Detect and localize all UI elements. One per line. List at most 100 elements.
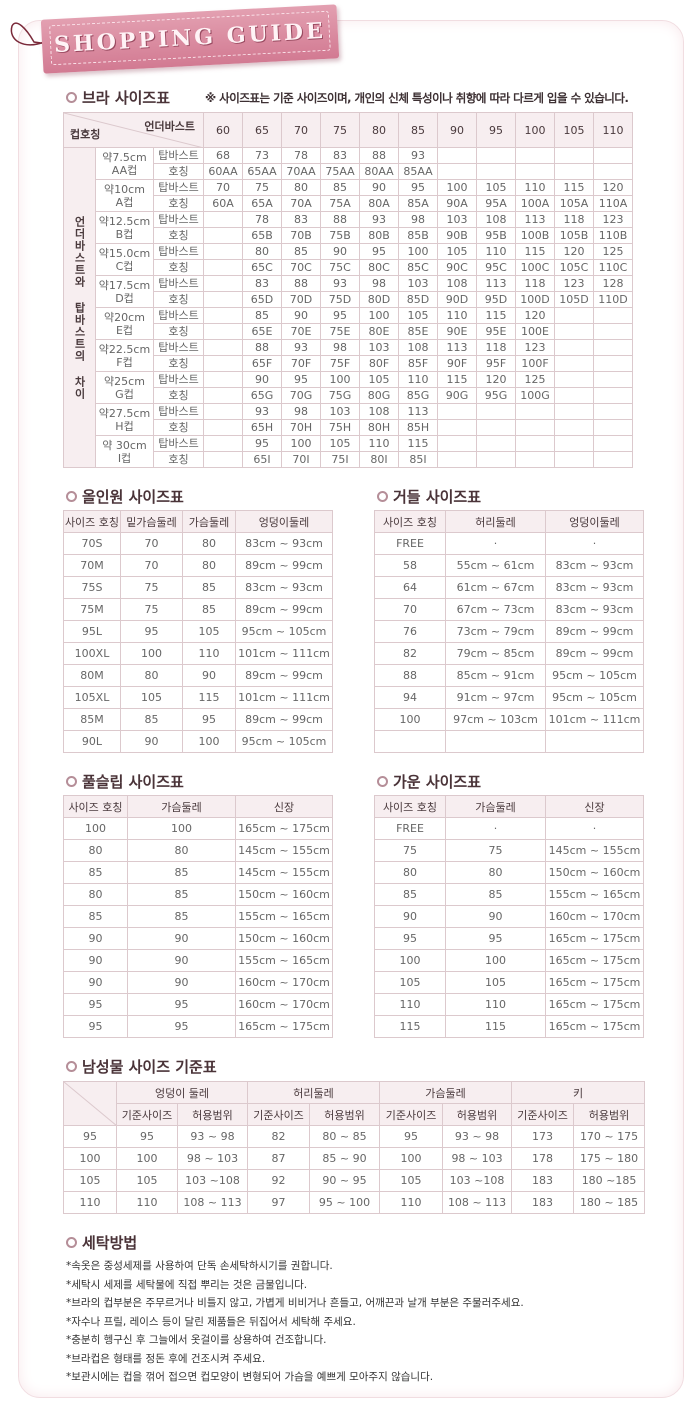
table-row: 90 90 150cm ~ 160cm bbox=[63, 927, 333, 950]
table-row: 115 115 165cm ~ 175cm bbox=[374, 1015, 644, 1038]
table-row: 85 85 155cm ~ 165cm bbox=[63, 905, 333, 928]
column-header: 엉덩이둘레 bbox=[235, 510, 333, 533]
topbust-value bbox=[203, 371, 244, 388]
topbust-value: 85 bbox=[281, 243, 322, 260]
column-header: 허리둘레 bbox=[445, 510, 546, 533]
cup-name: F컵 bbox=[116, 355, 133, 369]
topbust-value bbox=[203, 339, 244, 356]
table-row: 105XL 105 115 101cm ~ 111cm bbox=[63, 686, 333, 709]
topbust-value bbox=[554, 307, 595, 324]
underbust-header: 80 bbox=[359, 112, 400, 148]
cup-cell: 약20cm E컵 bbox=[95, 307, 154, 340]
cup-name: B컵 bbox=[115, 227, 134, 241]
men-size-table: 엉덩이 둘레 허리둘레 가슴둘레 키 기준사이즈 허용범위 기준사이즈 허용범위 기준사이즈 허용… bbox=[63, 1081, 646, 1214]
cup-diff: 약15.0cm bbox=[98, 246, 151, 260]
topbust-value: 83 bbox=[320, 147, 361, 164]
topbust-value: 68 bbox=[203, 147, 244, 164]
table-cell: 155cm ~ 165cm bbox=[545, 883, 644, 906]
fullslip-title: 풀슬립 사이즈표 bbox=[82, 773, 184, 791]
bra-title: 브라 사이즈표 bbox=[82, 89, 171, 107]
table-cell: 73cm ~ 79cm bbox=[445, 620, 546, 643]
table-cell: 89cm ~ 99cm bbox=[545, 642, 644, 665]
table-cell: 105 bbox=[374, 971, 446, 994]
table-cell: 150cm ~ 160cm bbox=[235, 883, 333, 906]
size-name-value bbox=[203, 259, 244, 276]
underbust-header: 85 bbox=[398, 112, 439, 148]
size-name-value: 95D bbox=[476, 291, 517, 308]
size-name-value: 75I bbox=[320, 451, 361, 468]
table-cell: 165cm ~ 175cm bbox=[545, 927, 644, 950]
cup-diff: 약7.5cm bbox=[102, 150, 147, 164]
table-cell: 95cm ~ 105cm bbox=[545, 664, 644, 687]
girdle-size-table: 사이즈 호칭 허리둘레 엉덩이둘레 FREE · · 58 55cm ~ 61cm 83cm ~… bbox=[374, 510, 644, 753]
size-name-value: 105D bbox=[554, 291, 595, 308]
size-name-value: 110A bbox=[593, 195, 634, 212]
column-header: 가슴둘레 bbox=[127, 795, 236, 818]
table-cell: 80 ~ 85 bbox=[309, 1125, 381, 1148]
table-cell: 90 bbox=[127, 927, 236, 950]
cup-diff: 약17.5cm bbox=[98, 278, 151, 292]
table-cell: 100 bbox=[127, 817, 236, 840]
topbust-label: 탑바스트 bbox=[152, 243, 205, 260]
table-cell: FREE bbox=[374, 817, 446, 840]
group-header: 키 bbox=[511, 1081, 646, 1104]
table-cell: 150cm ~ 160cm bbox=[235, 927, 333, 950]
topbust-value: 100 bbox=[437, 179, 478, 196]
table-cell: 100 bbox=[379, 1147, 444, 1170]
table-row: 약20cm E컵 탑바스트 85 90 95 100 105 110 115 120 bbox=[64, 307, 634, 340]
table-cell: · bbox=[545, 532, 644, 555]
table-cell: 85 bbox=[374, 883, 446, 906]
table-cell: 85 bbox=[182, 576, 236, 599]
size-name-value: 75A bbox=[320, 195, 361, 212]
topbust-value bbox=[593, 339, 634, 356]
table-row: 100XL 100 110 101cm ~ 111cm bbox=[63, 642, 333, 665]
cup-diff: 약25cm bbox=[104, 374, 145, 388]
table-cell: 108 ~ 113 bbox=[442, 1191, 513, 1214]
size-name-value: 65H bbox=[242, 419, 283, 436]
size-name-value bbox=[593, 419, 634, 436]
table-cell: 115 bbox=[374, 1015, 446, 1038]
table-cell: 80 bbox=[182, 532, 236, 555]
gown-title: 가운 사이즈표 bbox=[393, 773, 482, 791]
table-cell: 100 bbox=[374, 949, 446, 972]
table-cell: 103 ~108 bbox=[442, 1169, 513, 1192]
cup-name: D컵 bbox=[115, 291, 134, 305]
topbust-value: 128 bbox=[593, 275, 634, 292]
table-row: 70 67cm ~ 73cm 83cm ~ 93cm bbox=[374, 598, 644, 621]
table-cell: 105 bbox=[63, 1169, 117, 1192]
table-row: FREE · · bbox=[374, 532, 644, 555]
table-cell: 170 ~ 175 bbox=[573, 1125, 646, 1148]
size-name-value: 65F bbox=[242, 355, 283, 372]
size-name-value bbox=[554, 387, 595, 404]
topbust-value: 93 bbox=[359, 211, 400, 228]
column-header: 사이즈 호칭 bbox=[63, 795, 128, 818]
topbust-value: 80 bbox=[242, 243, 283, 260]
table-cell: 90 bbox=[63, 927, 128, 950]
table-cell: 90 bbox=[182, 664, 236, 687]
topbust-value bbox=[203, 307, 244, 324]
table-row: 90 90 160cm ~ 170cm bbox=[63, 971, 333, 994]
size-name-value: 70H bbox=[281, 419, 322, 436]
topbust-value: 113 bbox=[398, 403, 439, 420]
table-cell: 97 bbox=[247, 1191, 311, 1214]
table-cell: 175 ~ 180 bbox=[573, 1147, 646, 1170]
cup-cell: 약22.5cm F컵 bbox=[95, 339, 154, 372]
cup-cell: 약12.5cm B컵 bbox=[95, 211, 154, 244]
topbust-value: 98 bbox=[281, 403, 322, 420]
diagonal-line-icon bbox=[64, 1082, 116, 1125]
table-cell: 90 bbox=[63, 971, 128, 994]
column-header: 가슴둘레 bbox=[182, 510, 236, 533]
table-cell: 82 bbox=[247, 1125, 311, 1148]
topbust-value: 75 bbox=[242, 179, 283, 196]
table-cell: 85 bbox=[63, 905, 128, 928]
table-cell: 101cm ~ 111cm bbox=[235, 686, 333, 709]
table-cell bbox=[374, 730, 446, 753]
table-row: 80 85 150cm ~ 160cm bbox=[63, 883, 333, 906]
topbust-value: 125 bbox=[593, 243, 634, 260]
table-row: 85 85 145cm ~ 155cm bbox=[63, 861, 333, 884]
topbust-value: 123 bbox=[515, 339, 556, 356]
underbust-header: 105 bbox=[554, 112, 595, 148]
topbust-label: 탑바스트 bbox=[152, 211, 205, 228]
column-header: 사이즈 호칭 bbox=[63, 510, 121, 533]
table-cell: 178 bbox=[511, 1147, 575, 1170]
